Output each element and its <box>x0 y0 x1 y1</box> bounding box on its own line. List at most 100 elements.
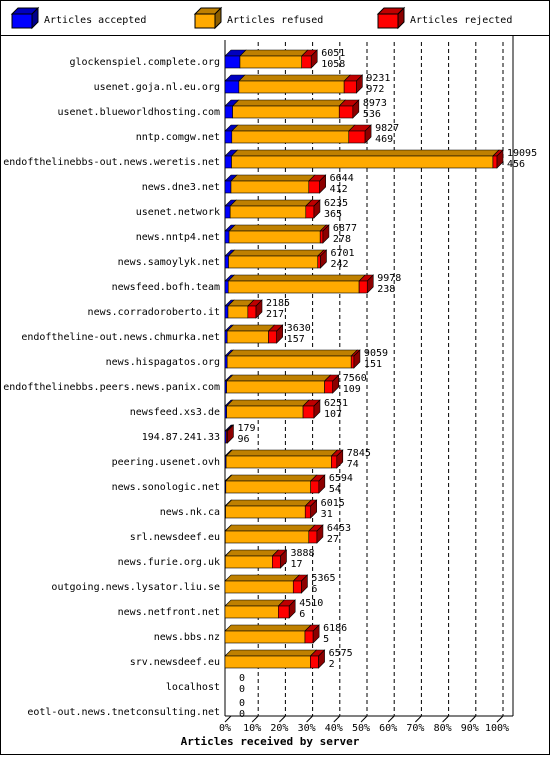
legend-label: Articles rejected <box>410 15 512 26</box>
category-label: news.netfront.net <box>118 607 220 618</box>
bar-segment <box>227 356 351 368</box>
bar-top <box>225 525 315 531</box>
bar-segment <box>225 306 228 318</box>
bar-top <box>229 225 326 231</box>
bar-segment <box>305 631 313 643</box>
bar-top <box>226 450 337 456</box>
total-label: 6877 <box>333 223 357 234</box>
bar-segment <box>305 506 310 518</box>
bar-segment <box>349 131 365 143</box>
total-label: 5365 <box>311 573 335 584</box>
bar-segment <box>302 56 312 68</box>
total-label: 9827 <box>375 123 399 134</box>
category-label: localhost <box>166 682 220 693</box>
bar-segment <box>225 56 240 68</box>
category-label: news.hispagatos.org <box>106 357 220 368</box>
category-label: 194.87.241.33 <box>142 432 220 443</box>
total-label: 3630 <box>287 323 311 334</box>
bar-top <box>231 175 315 181</box>
bar-segment <box>269 331 277 343</box>
bar-segment <box>325 381 333 393</box>
bar-segment <box>232 156 493 168</box>
bar-segment <box>227 406 303 418</box>
bar-top <box>225 600 284 606</box>
category-label: outgoing.news.lysator.liu.se <box>51 582 220 593</box>
bar-top <box>227 350 357 356</box>
bar-segment <box>239 81 344 93</box>
bar-top <box>228 275 365 281</box>
accepted-label: 27 <box>327 534 339 545</box>
accepted-label: 469 <box>375 134 393 145</box>
legend-swatch <box>12 14 32 28</box>
bar-segment <box>229 256 318 268</box>
accepted-label: 54 <box>329 484 341 495</box>
total-label: 4510 <box>299 598 323 609</box>
category-label: endoftheline-out.news.chmurka.net <box>21 332 220 343</box>
category-label: usenet.blueworldhosting.com <box>57 107 220 118</box>
bar-top <box>233 100 346 106</box>
bar-segment <box>225 256 229 268</box>
accepted-label: 5 <box>323 634 329 645</box>
total-label: 9978 <box>377 273 401 284</box>
bar-segment <box>278 606 289 618</box>
bar-segment <box>240 56 302 68</box>
bar-segment <box>339 106 353 118</box>
bar-segment <box>227 331 268 343</box>
bar-segment <box>225 581 293 593</box>
accepted-label: 96 <box>237 434 249 445</box>
bar-segment <box>359 281 367 293</box>
bar-top <box>225 550 278 556</box>
bar-top <box>225 625 311 631</box>
bar-segment <box>303 406 314 418</box>
accepted-label: 157 <box>287 334 305 345</box>
total-label: 9059 <box>364 348 388 359</box>
total-label: 6701 <box>330 248 354 259</box>
category-label: nntp.comgw.net <box>136 132 220 143</box>
x-tick-label: 100% <box>485 723 509 734</box>
bar-segment <box>225 556 272 568</box>
bar-top <box>232 150 499 156</box>
bar-segment <box>225 281 228 293</box>
x-axis-title: Articles received by server <box>181 735 360 748</box>
legend-swatch <box>378 14 398 28</box>
bar-segment <box>309 531 317 543</box>
accepted-label: 107 <box>324 409 342 420</box>
bar-segment <box>231 181 309 193</box>
category-label: news.furie.org.uk <box>118 557 220 568</box>
total-label: 0 <box>239 698 245 709</box>
x-tick-label: 60% <box>379 723 397 734</box>
category-label: newsfeed.bofh.team <box>112 282 220 293</box>
bar-segment <box>225 531 309 543</box>
bar-segment <box>248 306 256 318</box>
bar-top <box>225 650 316 656</box>
bar-segment <box>225 181 231 193</box>
total-label: 2185 <box>266 298 290 309</box>
bar-segment <box>226 456 331 468</box>
total-label: 6186 <box>323 623 347 634</box>
bar-segment <box>226 506 306 518</box>
bar-segment <box>306 206 314 218</box>
bar-segment <box>225 131 232 143</box>
accepted-label: 536 <box>363 109 381 120</box>
bar-segment <box>228 306 248 318</box>
accepted-label: 242 <box>330 259 348 270</box>
accepted-label: 0 <box>239 709 245 720</box>
accepted-label: 6 <box>311 584 317 595</box>
category-label: peering.usenet.ovh <box>112 457 220 468</box>
x-tick-label: 50% <box>352 723 370 734</box>
total-label: 6453 <box>327 523 351 534</box>
bar-segment <box>232 131 349 143</box>
bar-segment <box>226 481 311 493</box>
accepted-label: 31 <box>321 509 333 520</box>
accepted-label: 972 <box>366 84 384 95</box>
accepted-label: 1058 <box>321 59 345 70</box>
category-label: endofthelinebbs.peers.news.panix.com <box>3 382 220 393</box>
legend-swatch <box>195 14 215 28</box>
bar-segment <box>227 381 325 393</box>
category-label: usenet.goja.nl.eu.org <box>94 82 220 93</box>
category-label: news.dne3.net <box>142 182 220 193</box>
bar-segment <box>225 656 310 668</box>
accepted-label: 0 <box>239 684 245 695</box>
accepted-label: 109 <box>343 384 361 395</box>
